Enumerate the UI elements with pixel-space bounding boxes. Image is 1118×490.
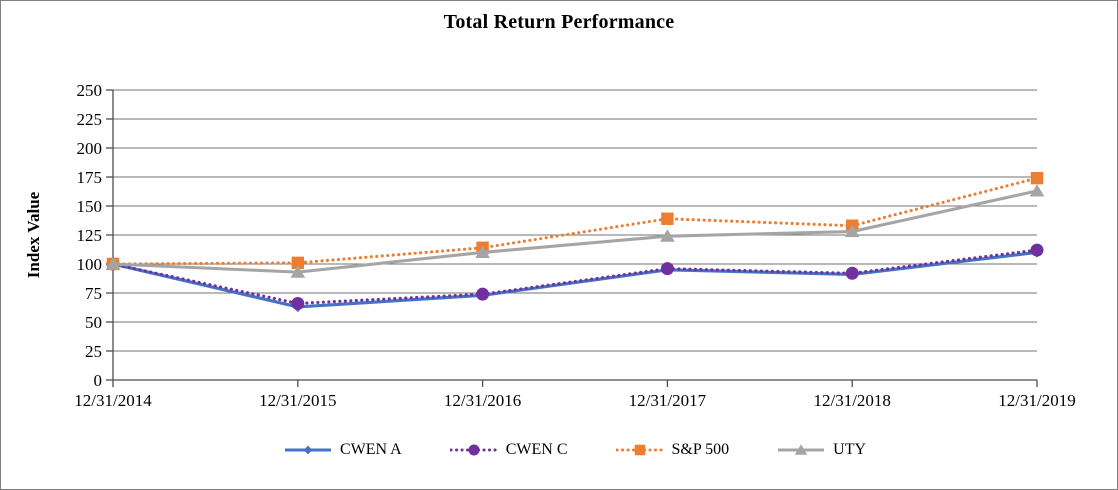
data-point-marker (1030, 243, 1044, 257)
legend-item-uty: UTY (777, 441, 866, 459)
legend-line-sample (615, 444, 664, 456)
y-tick-label: 250 (77, 81, 103, 100)
x-tick-label: 12/31/2014 (74, 391, 152, 410)
y-tick-label: 150 (77, 197, 103, 216)
plot-area: 0 25 50 75 100 125 150 175 200 225 250 12/31/2014 12… (74, 81, 1075, 410)
x-tick-label: 12/31/2016 (444, 391, 521, 410)
legend: CWEN A CWEN C S&P 500 UTY (113, 441, 1037, 459)
y-tick-label: 200 (77, 139, 103, 158)
y-tick-label: 225 (77, 110, 103, 129)
legend-label: CWEN C (505, 441, 568, 458)
legend-line-sample (284, 445, 331, 455)
data-point-marker (845, 266, 859, 280)
x-tick-label: 12/31/2015 (259, 391, 336, 410)
series-cwen-a (107, 247, 1043, 313)
data-point-marker (475, 245, 490, 258)
legend-marker-wrap (634, 444, 645, 456)
y-tick-label: 0 (94, 371, 103, 390)
legend-item-cwen-a: CWEN A (284, 441, 402, 459)
data-point-marker (291, 296, 305, 310)
legend-label: UTY (833, 441, 867, 458)
data-point-marker (634, 444, 645, 456)
data-point-marker (844, 224, 860, 238)
series-line (111, 248, 1039, 305)
x-tick-label: 12/31/2018 (813, 391, 890, 410)
y-tick-label: 25 (85, 342, 102, 361)
legend-item-s-p-500: S&P 500 (615, 441, 730, 459)
data-point-marker (303, 445, 313, 455)
legend-marker-wrap (303, 445, 313, 455)
data-point-marker (476, 287, 490, 301)
data-point-marker (660, 262, 674, 276)
series-line (112, 250, 1038, 309)
chart-title: Total Return Performance (443, 11, 675, 33)
x-tick-label: 12/31/2019 (998, 391, 1075, 410)
y-tick-label: 100 (77, 255, 103, 274)
series-line (111, 176, 1039, 266)
data-point-marker (468, 444, 480, 456)
data-point-marker (1030, 171, 1044, 185)
data-point-marker (660, 229, 675, 242)
legend-marker-wrap (794, 444, 808, 455)
data-point-marker (105, 257, 121, 270)
legend-line-sample (449, 444, 498, 456)
y-tick-label: 175 (77, 168, 103, 187)
data-point-marker (291, 256, 304, 270)
series-cwen-c (106, 243, 1044, 310)
legend-item-cwen-c: CWEN C (449, 441, 568, 459)
legend-marker-wrap (468, 444, 480, 456)
data-point-marker (794, 444, 808, 455)
x-tick-label: 12/31/2017 (629, 391, 707, 410)
data-point-marker (290, 265, 306, 278)
legend-label: CWEN A (339, 441, 402, 458)
y-tick-label: 50 (85, 313, 102, 332)
series-uty (105, 184, 1045, 278)
y-tick-label: 125 (77, 226, 103, 245)
series-line (112, 189, 1038, 274)
legend-line-sample (778, 444, 825, 455)
legend-label: S&P 500 (671, 441, 730, 458)
y-tick-label: 75 (85, 284, 102, 303)
data-point-marker (661, 212, 674, 225)
data-point-marker (1029, 184, 1045, 197)
